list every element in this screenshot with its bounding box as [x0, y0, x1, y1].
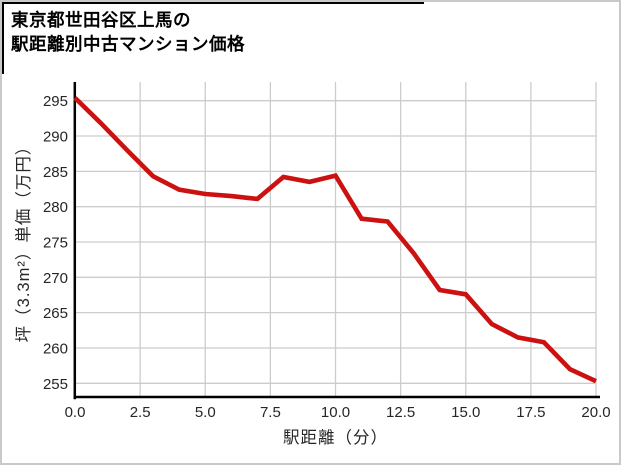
- x-tick-label: 2.5: [130, 404, 151, 421]
- x-tick-label: 20.0: [581, 404, 610, 421]
- y-tick-label: 275: [43, 235, 68, 252]
- x-tick-label: 17.5: [516, 404, 545, 421]
- price-line: [73, 96, 597, 384]
- x-tick-label: 10.0: [321, 404, 350, 421]
- y-tick-label: 295: [43, 93, 68, 110]
- chart-title-line2: 駅距離別中古マンション価格: [11, 34, 245, 54]
- x-tick-label: 7.5: [260, 404, 281, 421]
- x-tick-label: 15.0: [451, 404, 480, 421]
- y-axis-label: 坪（3.3m²）単価（万円）: [15, 137, 33, 343]
- y-tick-label: 290: [43, 129, 68, 146]
- y-tick-label: 265: [43, 305, 68, 322]
- x-tick-label: 5.0: [195, 404, 216, 421]
- chart-title: 東京都世田谷区上馬の 駅距離別中古マンション価格: [11, 8, 245, 56]
- y-tick-label: 255: [43, 376, 68, 393]
- y-tick-label: 270: [43, 270, 68, 287]
- x-axis-label: 駅距離（分）: [283, 429, 388, 447]
- title-accent-top-border: [2, 2, 424, 4]
- y-tick-label: 280: [43, 199, 68, 216]
- title-accent-left-border: [2, 2, 4, 74]
- chart-title-line1: 東京都世田谷区上馬の: [11, 10, 191, 30]
- y-tick-label: 260: [43, 340, 68, 357]
- x-tick-label: 12.5: [386, 404, 415, 421]
- y-tick-label: 285: [43, 164, 68, 181]
- x-tick-label: 0.0: [65, 404, 86, 421]
